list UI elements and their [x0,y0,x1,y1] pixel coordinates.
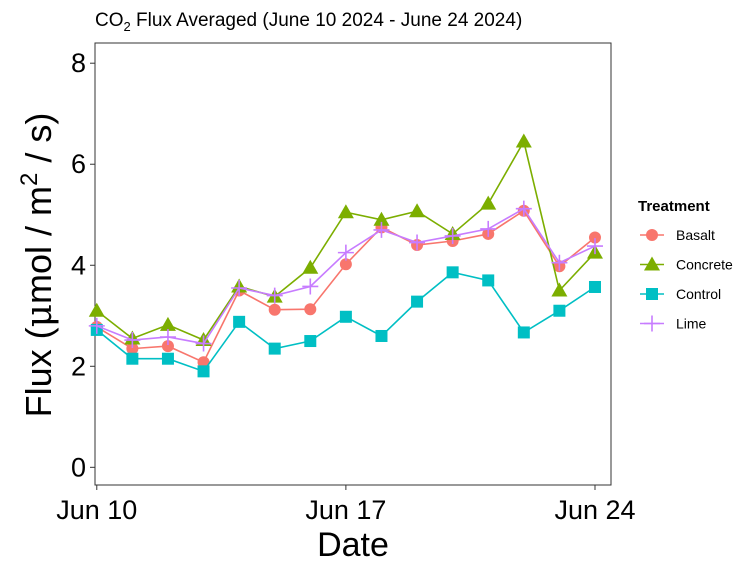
series-lime [88,200,603,352]
legend-key-marker-lime [644,315,660,332]
legend-item-lime: Lime [640,315,707,332]
data-point-lime [88,317,105,334]
data-point-concrete [551,282,568,297]
legend-key-marker-control [646,288,658,300]
x-tick-label: Jun 17 [305,495,386,525]
data-point-concrete [480,195,497,210]
data-point-lime [124,332,141,349]
data-point-lime [551,254,568,271]
legend-label-lime: Lime [676,316,707,332]
series-control [90,266,601,378]
legend-key-marker-basalt [646,229,658,241]
data-point-control [588,280,601,293]
y-tick-label: 4 [71,250,86,280]
legend-label-concrete: Concrete [676,257,733,273]
data-point-control [161,352,174,365]
data-point-lime [373,221,390,238]
data-point-control [339,310,352,323]
legend-label-control: Control [676,286,721,302]
data-point-control [233,315,246,328]
legend-item-basalt: Basalt [640,227,715,243]
data-point-control [268,342,281,355]
y-tick-label: 2 [71,351,86,381]
data-point-lime [409,234,426,251]
data-point-lime [515,200,532,217]
data-point-concrete [409,203,426,218]
legend-label-basalt: Basalt [676,227,715,243]
data-point-concrete [515,133,532,148]
data-point-lime [159,328,176,345]
data-point-basalt [126,342,139,355]
data-point-lime [337,244,354,261]
data-point-basalt [197,356,210,369]
data-point-lime [231,279,248,296]
data-point-concrete [88,302,105,317]
y-axis-title: Flux (μmol / m2 / s) [16,113,60,418]
data-point-lime [195,335,212,352]
y-tick-label: 0 [71,452,86,482]
data-point-basalt [588,231,601,244]
y-tick-label: 8 [71,48,86,78]
legend-item-concrete: Concrete [640,256,733,273]
data-point-control [375,329,388,342]
data-point-control [197,365,210,378]
series-layer [88,133,603,378]
y-axis: 0 2 4 6 8 [71,48,95,482]
data-point-lime [444,227,461,244]
plot-panel [94,42,612,486]
data-point-control [126,352,139,365]
x-tick-label: Jun 10 [56,495,137,525]
data-point-control [304,335,317,348]
data-point-lime [586,238,603,255]
data-point-concrete [337,204,354,219]
data-point-lime [302,278,319,295]
data-point-control [411,295,424,308]
data-point-concrete [302,259,319,274]
data-point-control [446,266,459,279]
y-tick-label: 6 [71,149,86,179]
x-tick-label: Jun 24 [554,495,635,525]
data-point-control [553,304,566,317]
chart-title: CO2 Flux Averaged (June 10 2024 - June 2… [95,10,522,34]
legend-key-marker-concrete [644,256,660,271]
data-point-concrete [159,316,176,331]
legend-item-control: Control [640,286,721,302]
x-axis-title: Date [317,526,389,564]
data-point-basalt [161,340,174,353]
data-point-basalt [339,258,352,271]
data-point-lime [266,287,283,304]
data-point-control [482,274,495,287]
data-point-basalt [268,303,281,316]
legend-title: Treatment [638,198,710,215]
data-point-concrete [373,211,390,226]
series-concrete [88,133,603,347]
data-point-control [517,326,530,339]
data-point-lime [480,220,497,237]
legend: Treatment Basalt Concrete Control Lime [638,198,733,332]
x-axis: Jun 10 Jun 17 Jun 24 [56,485,636,525]
data-point-basalt [304,303,317,316]
